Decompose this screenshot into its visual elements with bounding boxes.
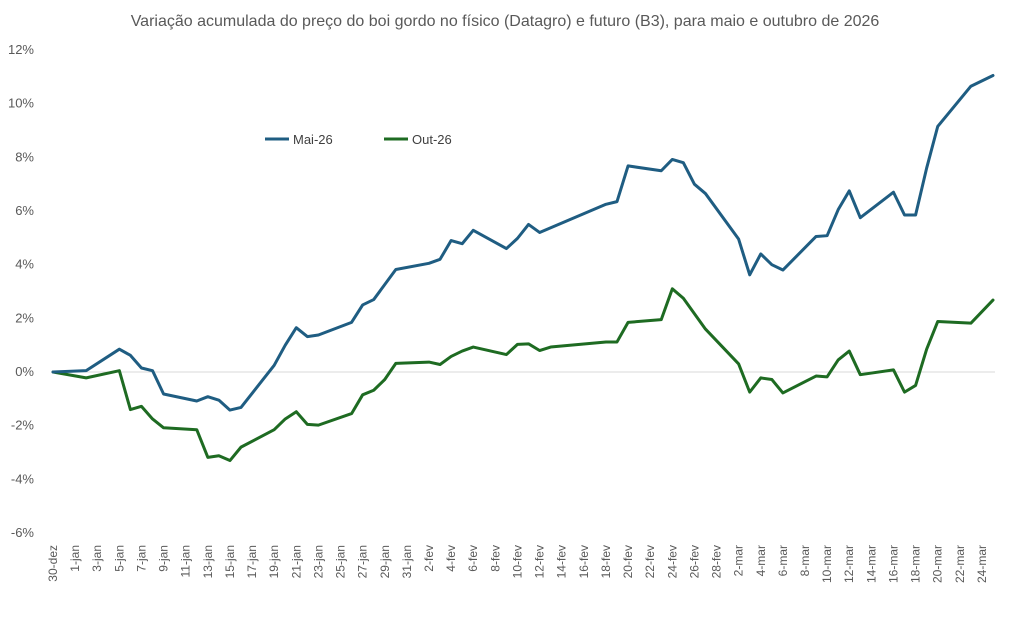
series-lines bbox=[51, 73, 995, 463]
y-tick-label: 0% bbox=[15, 364, 34, 379]
series-line-out-26 bbox=[51, 287, 995, 463]
x-tick-label: 4-fev bbox=[444, 545, 458, 572]
x-tick-label: 13-jan bbox=[201, 545, 215, 578]
x-tick-label: 26-fev bbox=[687, 545, 701, 578]
y-tick-label: 6% bbox=[15, 203, 34, 218]
x-tick-label: 17-jan bbox=[245, 545, 259, 578]
series-line-mai-26 bbox=[51, 73, 995, 412]
x-tick-label: 3-jan bbox=[90, 545, 104, 572]
x-tick-label: 7-jan bbox=[134, 545, 148, 572]
x-tick-label: 16-mar bbox=[886, 545, 900, 583]
x-tick-label: 8-mar bbox=[798, 545, 812, 576]
legend-label-out-26: Out-26 bbox=[412, 132, 452, 147]
x-tick-label: 28-fev bbox=[710, 545, 724, 578]
y-tick-label: -4% bbox=[11, 471, 35, 486]
legend: Mai-26 Out-26 bbox=[265, 132, 452, 147]
x-tick-label: 23-jan bbox=[311, 545, 325, 578]
x-tick-label: 6-fev bbox=[466, 545, 480, 572]
x-tick-label: 4-mar bbox=[754, 545, 768, 576]
x-tick-label: 1-jan bbox=[68, 545, 82, 572]
y-tick-label: 2% bbox=[15, 310, 34, 325]
x-tick-label: 18-fev bbox=[599, 545, 613, 578]
y-tick-label: 8% bbox=[15, 149, 34, 164]
x-tick-label: 10-fev bbox=[510, 545, 524, 578]
x-tick-label: 22-mar bbox=[953, 545, 967, 583]
x-tick-label: 8-fev bbox=[488, 545, 502, 572]
x-tick-label: 15-jan bbox=[223, 545, 237, 578]
x-tick-label: 27-jan bbox=[356, 545, 370, 578]
y-axis-ticks: -6% -4% -2% 0% 2% 4% 6% 8% 10% 12% bbox=[8, 42, 34, 540]
x-tick-label: 16-fev bbox=[577, 545, 591, 578]
x-tick-label: 14-fev bbox=[555, 545, 569, 578]
x-tick-label: 12-fev bbox=[533, 545, 547, 578]
x-tick-label: 9-jan bbox=[157, 545, 171, 572]
y-tick-label: -6% bbox=[11, 525, 35, 540]
legend-label-mai-26: Mai-26 bbox=[293, 132, 333, 147]
x-tick-label: 24-mar bbox=[975, 545, 989, 583]
x-tick-label: 6-mar bbox=[776, 545, 790, 576]
x-tick-label: 18-mar bbox=[909, 545, 923, 583]
x-tick-label: 21-jan bbox=[289, 545, 303, 578]
x-tick-label: 24-fev bbox=[665, 545, 679, 578]
x-tick-label: 20-fev bbox=[621, 545, 635, 578]
x-axis-ticks: 30-dez 1-jan 3-jan 5-jan 7-jan 9-jan 11-jan 13-… bbox=[46, 545, 989, 583]
x-tick-label: 5-jan bbox=[112, 545, 126, 572]
x-tick-label: 12-mar bbox=[842, 545, 856, 583]
x-tick-label: 30-dez bbox=[46, 545, 60, 582]
x-tick-label: 2-mar bbox=[732, 545, 746, 576]
x-tick-label: 31-jan bbox=[400, 545, 414, 578]
x-tick-label: 2-fev bbox=[422, 545, 436, 572]
x-tick-label: 29-jan bbox=[378, 545, 392, 578]
x-tick-label: 11-jan bbox=[179, 545, 193, 577]
x-tick-label: 20-mar bbox=[931, 545, 945, 583]
y-tick-label: 4% bbox=[15, 257, 34, 272]
y-tick-label: 10% bbox=[8, 96, 34, 111]
x-tick-label: 19-jan bbox=[267, 545, 281, 578]
chart-title: Variação acumulada do preço do boi gordo… bbox=[131, 13, 880, 30]
x-tick-label: 14-mar bbox=[864, 545, 878, 583]
y-tick-label: -2% bbox=[11, 418, 35, 433]
y-tick-label: 12% bbox=[8, 42, 34, 57]
x-tick-label: 25-jan bbox=[334, 545, 348, 578]
x-tick-label: 22-fev bbox=[643, 545, 657, 578]
x-tick-label: 10-mar bbox=[820, 545, 834, 583]
